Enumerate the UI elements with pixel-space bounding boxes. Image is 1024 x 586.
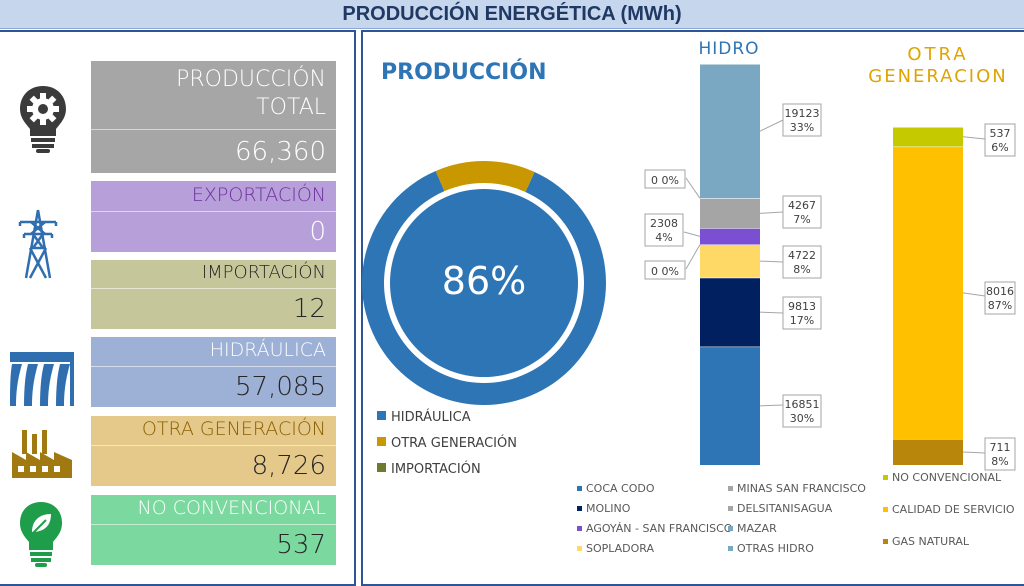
data-label-value: 2308: [650, 217, 678, 230]
bar-segment-otras-hidro: [700, 64, 760, 199]
legend-item-calidad-de-servicio: CALIDAD DE SERVICIO: [892, 503, 1015, 516]
kpi-label: PRODUCCIÓN: [176, 67, 326, 92]
bar-segment-gas-natural: [893, 439, 963, 465]
otra-legend: NO CONVENCIONAL CALIDAD DE SERVICIO GAS NA…: [883, 471, 1015, 548]
data-label-pct: 30%: [790, 412, 814, 425]
bar-segment-calidad-de-servicio: [893, 146, 963, 440]
bar-segment-no-convencional: [893, 127, 963, 147]
kpi-produccion-total: PRODUCCIÓN TOTAL 66,360: [91, 61, 336, 173]
bar-segment-molino: [700, 277, 760, 347]
data-label-pct: 4%: [655, 231, 672, 244]
legend-swatch: [377, 411, 386, 420]
legend-item-agoyan-san-francisco: AGOYÁN - SAN FRANCISCO: [586, 522, 733, 535]
donut-center-disc: [390, 189, 578, 377]
kpi-label-line2: TOTAL: [256, 95, 326, 120]
otra-title-line1: OTRA: [907, 44, 968, 65]
legend-item-molino: MOLINO: [586, 502, 631, 515]
data-label-pct: 6%: [991, 141, 1008, 154]
kpi-label: OTRA GENERACIÓN: [141, 418, 326, 440]
produccion-title: PRODUCCIÓN: [381, 59, 546, 85]
produccion-legend: HIDRÁULICA OTRA GENERACIÓN IMPORTACIÓN: [377, 409, 517, 477]
bar-segment-delsitanisagua: [700, 198, 760, 229]
kpi-value: 57,085: [235, 372, 326, 402]
transmission-tower-icon: [18, 209, 58, 279]
data-label-value: 9813: [788, 300, 816, 313]
data-label-pct: 33%: [790, 121, 814, 134]
dashboard-title: PRODUCCIÓN ENERGÉTICA (MWh): [342, 3, 682, 25]
hidro-stacked-bar: [700, 63, 760, 465]
data-label-value: 8016: [986, 285, 1014, 298]
legend-item-otra-generacion: OTRA GENERACIÓN: [391, 435, 517, 451]
kpi-label: HIDRÁULICA: [209, 339, 326, 361]
kpi-otra-generacion: OTRA GENERACIÓN 8,726: [91, 416, 336, 486]
dam-icon: [10, 352, 74, 406]
factory-icon: [12, 430, 72, 478]
kpi-label: NO CONVENCIONAL: [137, 497, 326, 519]
data-label-value: 711: [990, 441, 1011, 454]
kpi-label: IMPORTACIÓN: [201, 262, 326, 283]
data-label-value: 19123: [785, 107, 820, 120]
legend-item-delsitanisagua: DELSITANISAGUA: [737, 502, 833, 515]
hidro-legend: COCA CODO MINAS SAN FRANCISCO MOLINO DELSIT…: [577, 482, 866, 555]
bar-segment-coca-codo: [700, 346, 760, 465]
kpi-value: 12: [292, 294, 326, 324]
legend-swatch: [377, 463, 386, 472]
data-label-value: 537: [990, 127, 1011, 140]
legend-item-hidraulica: HIDRÁULICA: [391, 409, 471, 425]
data-label-pct: 8%: [991, 455, 1008, 468]
bar-segment-sopladora: [700, 244, 760, 278]
data-label-value: 16851: [785, 398, 820, 411]
donut-slice-otra-generacion: [435, 161, 535, 192]
kpi-hidraulica: HIDRÁULICA 57,085: [91, 337, 336, 407]
kpi-no-convencional: NO CONVENCIONAL 537: [91, 495, 336, 565]
kpi-label: EXPORTACIÓN: [191, 184, 326, 206]
kpi-value: 8,726: [251, 451, 326, 481]
data-label-value: 0 0%: [651, 174, 679, 187]
data-label-pct: 87%: [988, 299, 1012, 312]
legend-item-gas-natural: GAS NATURAL: [892, 535, 970, 548]
donut-center-label: 86%: [442, 259, 526, 303]
legend-item-mazar: MAZAR: [737, 522, 777, 535]
legend-swatch: [377, 437, 386, 446]
legend-item-sopladora: SOPLADORA: [586, 542, 655, 555]
data-label-value: 4722: [788, 249, 816, 262]
dashboard-header: PRODUCCIÓN ENERGÉTICA (MWh): [0, 0, 1024, 29]
legend-item-otras-hidro: OTRAS HIDRO: [737, 542, 814, 555]
kpi-value: 66,360: [235, 137, 326, 167]
legend-item-minas-san-francisco: MINAS SAN FRANCISCO: [737, 482, 866, 495]
data-label-value: 0 0%: [651, 265, 679, 278]
otra-title-line2: GENERACION: [868, 66, 1007, 87]
legend-item-coca-codo: COCA CODO: [586, 482, 655, 495]
kpi-value: 0: [309, 217, 326, 247]
data-label-pct: 7%: [793, 213, 810, 226]
lightbulb-gear-icon: [20, 86, 66, 153]
legend-item-no-convencional: NO CONVENCIONAL: [892, 471, 1002, 484]
hidro-title: HIDRO: [698, 39, 759, 59]
legend-item-importacion: IMPORTACIÓN: [391, 461, 481, 477]
kpi-importacion: IMPORTACIÓN 12: [91, 260, 336, 329]
eco-bulb-icon: [20, 502, 62, 567]
produccion-donut-chart: [362, 161, 606, 405]
data-label-pct: 8%: [793, 263, 810, 276]
bar-segment-agoyan-san-francisco: [700, 228, 760, 245]
otra-stacked-bar: [893, 126, 963, 465]
donut-slice-importacion: [525, 171, 535, 192]
kpi-value: 537: [276, 530, 326, 560]
data-label-value: 4267: [788, 199, 816, 212]
data-label-pct: 17%: [790, 314, 814, 327]
kpi-exportacion: EXPORTACIÓN 0: [91, 181, 336, 252]
